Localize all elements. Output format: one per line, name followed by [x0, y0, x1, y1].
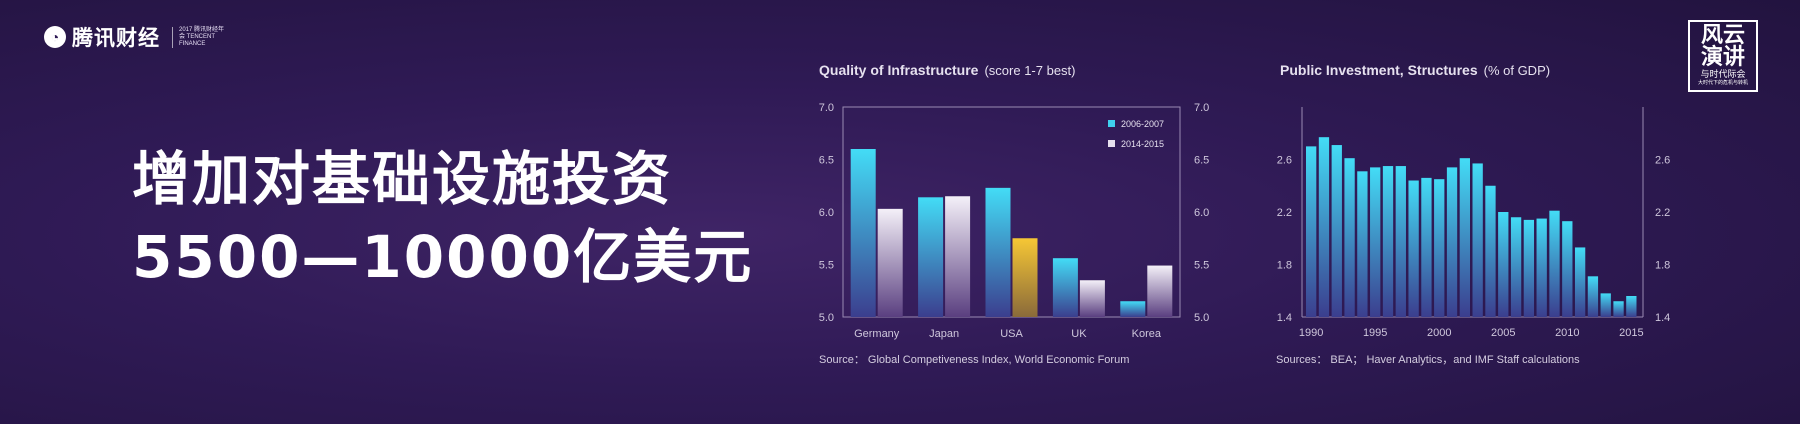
badge-line2: 演讲	[1700, 45, 1745, 70]
chart2-bar	[1600, 293, 1611, 317]
chart1-bar	[985, 187, 1011, 317]
chart1-legend-swatch	[1108, 120, 1115, 127]
chart1-title: Quality of Infrastructure (score 1-7 best…	[819, 62, 1076, 78]
chart1-bar	[1052, 258, 1078, 317]
chart1-ytick-right: 5.0	[1194, 312, 1209, 324]
chart2-xtick: 2000	[1427, 327, 1451, 339]
chart2-bar	[1434, 179, 1445, 317]
chart1-plot-frame	[842, 106, 1181, 318]
chart2-title-text: Public Investment, Structures	[1280, 62, 1478, 78]
chart2-bar	[1485, 185, 1496, 317]
chart2-bar	[1382, 166, 1394, 317]
chart1-bar	[877, 208, 903, 317]
chart1-xtick: Korea	[1132, 328, 1162, 340]
logo-text: 腾讯财经	[72, 26, 160, 50]
event-badge: 风云 演讲 与时代际会 大时代下的危机与转机	[1688, 20, 1758, 92]
chart2-ytick-left: 1.8	[1277, 260, 1292, 272]
chart1-ytick-right: 6.5	[1194, 155, 1209, 167]
badge-line3: 与时代际会	[1700, 69, 1746, 79]
chart1-source: Source： Global Competiveness Index, Worl…	[819, 354, 1130, 366]
chart2-bar	[1421, 177, 1432, 317]
chart1-subtitle: (score 1-7 best)	[984, 63, 1076, 78]
chart2-bar	[1613, 301, 1624, 317]
badge-line1: 风云	[1700, 23, 1745, 48]
chart1-bar	[945, 196, 971, 317]
chart1-bar	[1120, 301, 1146, 317]
chart1-ytick-left: 6.5	[819, 155, 834, 167]
chart2-bar	[1357, 171, 1368, 317]
chart2-bar	[1472, 163, 1483, 317]
chart1-ytick-right: 7.0	[1194, 102, 1209, 114]
chart2-xtick: 1990	[1299, 327, 1323, 339]
headline: 增加对基础设施投资 5500—10000亿美元	[132, 140, 753, 296]
chart2-bar	[1370, 167, 1381, 317]
chart1-ytick-left: 5.0	[819, 312, 834, 324]
chart2-ytick-left: 1.4	[1277, 312, 1292, 324]
chart2-bar	[1318, 137, 1330, 317]
chart2-bar	[1306, 146, 1317, 317]
chart1-legend-swatch	[1108, 140, 1115, 147]
chart2-ytick-right: 2.2	[1655, 207, 1670, 219]
chart2-bar	[1626, 296, 1637, 317]
chart1-bar	[1147, 265, 1173, 317]
chart2-ytick-right: 1.8	[1655, 260, 1670, 272]
chart2-bar	[1510, 217, 1522, 317]
chart1-title-text: Quality of Infrastructure	[819, 62, 979, 78]
chart1-ytick-right: 6.0	[1194, 207, 1209, 219]
chart1-xtick: USA	[1000, 328, 1023, 340]
chart1-ytick-right: 5.5	[1194, 260, 1209, 272]
chart2-bar	[1408, 180, 1419, 317]
chart2-bar	[1498, 212, 1509, 317]
chart1-legend-label: 2014-2015	[1121, 139, 1164, 149]
chart2-subtitle: (% of GDP)	[1483, 63, 1551, 78]
chart2-xtick: 2005	[1491, 327, 1515, 339]
chart2-title: Public Investment, Structures (% of GDP)	[1280, 62, 1550, 78]
logo-subtext: 2017 腾讯财经年会 TENCENT FINANCE	[172, 26, 227, 48]
tencent-finance-logo: ◔ 腾讯财经 2017 腾讯财经年会 TENCENT FINANCE	[44, 22, 227, 52]
chart1-bar	[850, 149, 876, 317]
chart2-ytick-left: 2.6	[1277, 155, 1292, 167]
chart2-bar	[1574, 247, 1586, 317]
chart2-bar	[1549, 210, 1560, 317]
chart2-xtick: 1995	[1363, 327, 1387, 339]
chart2-xtick: 2010	[1555, 327, 1579, 339]
chart2-bar	[1587, 276, 1599, 317]
chart1-xtick: Germany	[854, 328, 900, 340]
chart1-ytick-left: 5.5	[819, 260, 834, 272]
chart1-xtick: Japan	[929, 328, 959, 340]
headline-line1: 增加对基础设施投资	[132, 145, 673, 213]
chart2-xtick: 2015	[1619, 327, 1643, 339]
chart2-bar	[1459, 158, 1470, 317]
chart1-xtick: UK	[1071, 328, 1087, 340]
chart1-bar	[1079, 280, 1105, 317]
chart2-ytick-left: 2.2	[1277, 207, 1292, 219]
chart2-source: Sources： BEA； Haver Analytics，and IMF St…	[1276, 354, 1580, 366]
chart2-bar	[1523, 219, 1535, 317]
chart2-ytick-right: 1.4	[1655, 312, 1670, 324]
headline-line2: 5500—10000亿美元	[132, 223, 754, 291]
chart1-legend-label: 2006-2007	[1121, 119, 1164, 129]
chart1-ytick-left: 7.0	[819, 102, 834, 114]
chart1-bar	[1012, 238, 1038, 317]
chart1-ytick-left: 6.0	[819, 207, 834, 219]
chart2-bar	[1331, 145, 1342, 317]
chart2-bar	[1446, 167, 1458, 317]
chart2-bar	[1562, 221, 1573, 317]
chart2-bar	[1395, 166, 1406, 317]
chart2-bar	[1344, 158, 1355, 317]
chart2-bar	[1536, 218, 1547, 317]
tencent-logo-icon: ◔	[44, 26, 66, 48]
chart1-bar	[918, 197, 944, 317]
chart2-ytick-right: 2.6	[1655, 155, 1670, 167]
badge-line4: 大时代下的危机与转机	[1697, 80, 1748, 86]
